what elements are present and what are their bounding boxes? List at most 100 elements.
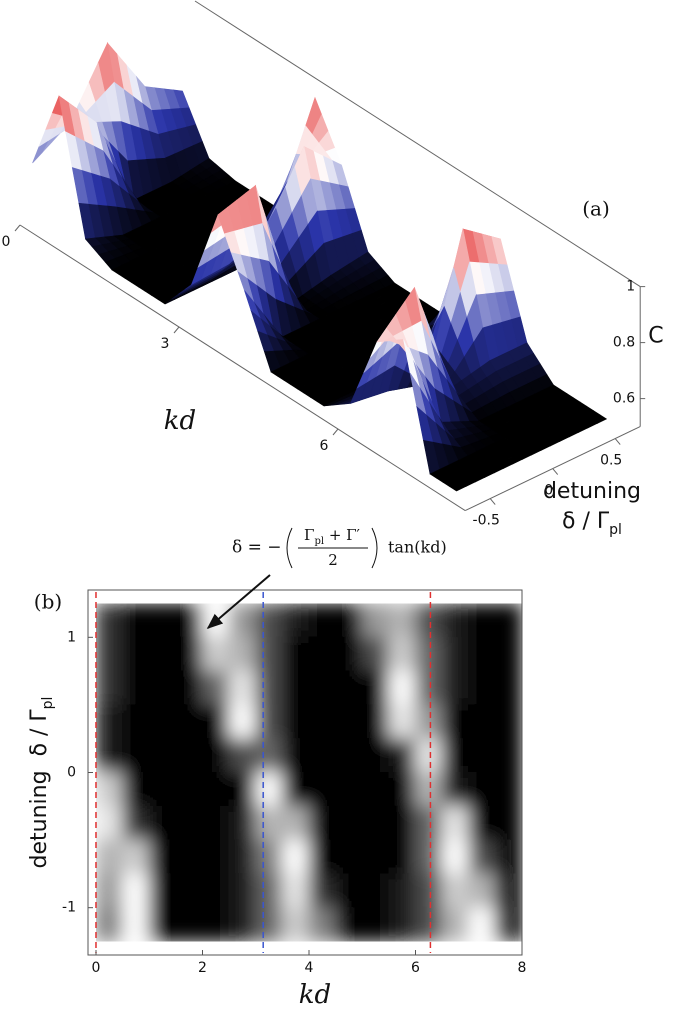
y-tick <box>614 438 621 445</box>
x-tick-label: 0 <box>92 960 101 976</box>
cell <box>414 805 443 841</box>
cell <box>468 636 496 672</box>
cell <box>308 636 337 672</box>
cell <box>468 805 496 841</box>
box-edge <box>194 0 641 288</box>
cell <box>494 805 522 841</box>
cell <box>414 873 443 909</box>
panel-label: (a) <box>582 197 610 221</box>
formula-lhs: δ = − <box>232 538 282 558</box>
cell <box>308 839 337 875</box>
cell <box>175 873 203 909</box>
cell <box>414 772 443 807</box>
cell <box>95 704 124 740</box>
cells-clip <box>95 603 522 942</box>
cell <box>494 907 522 942</box>
cell <box>468 738 496 773</box>
cell <box>255 805 283 841</box>
formula-numerator: Γpl + Γ′ <box>304 526 361 547</box>
cell <box>468 839 496 875</box>
cell <box>308 907 337 942</box>
cell <box>95 839 124 875</box>
cell <box>201 670 230 706</box>
cell <box>95 603 124 638</box>
cell <box>361 805 390 841</box>
cell <box>335 772 363 807</box>
cell <box>255 704 283 740</box>
cell <box>441 603 470 638</box>
x-tick <box>14 224 21 232</box>
cell <box>281 603 310 638</box>
cell <box>441 738 470 773</box>
cell <box>148 772 177 807</box>
cell <box>281 704 310 740</box>
arrow <box>206 574 271 630</box>
cell <box>148 839 177 875</box>
y-tick-label: -1 <box>62 900 76 916</box>
cell <box>308 772 337 807</box>
cell <box>148 805 177 841</box>
cell <box>308 873 337 909</box>
cell <box>494 873 522 909</box>
cell <box>361 839 390 875</box>
cell <box>201 907 230 942</box>
cell <box>361 873 390 909</box>
cell <box>122 738 150 773</box>
cell <box>468 772 496 807</box>
cell <box>228 873 257 909</box>
cell <box>361 636 390 672</box>
cell <box>95 772 124 807</box>
y-axis-label: detuning δ / Γpl <box>27 697 56 869</box>
density-plot: 0 2 4 6 8 -1 0 1 kd detuning δ / Γpl (b) <box>27 589 526 1010</box>
cell <box>308 704 337 740</box>
cell <box>308 603 337 638</box>
cell <box>494 704 522 740</box>
cell <box>494 772 522 807</box>
cell <box>388 873 416 909</box>
cell <box>335 839 363 875</box>
cell <box>361 907 390 942</box>
cell <box>228 636 257 672</box>
panel-label: (b) <box>34 590 62 614</box>
cell <box>201 873 230 909</box>
cell <box>494 839 522 875</box>
cell <box>95 636 124 672</box>
cell <box>468 907 496 942</box>
cell <box>95 873 124 909</box>
y-axis-label-text: detuning δ / Γ <box>27 709 52 869</box>
cell <box>228 772 257 807</box>
y-tick-label: 0.5 <box>600 453 622 469</box>
cell <box>441 704 470 740</box>
cell <box>122 805 150 841</box>
cell <box>255 670 283 706</box>
cell <box>441 907 470 942</box>
cell <box>335 805 363 841</box>
cell <box>148 907 177 942</box>
cell <box>201 738 230 773</box>
cell <box>414 636 443 672</box>
cell <box>122 636 150 672</box>
cell <box>95 805 124 841</box>
y-axis-label-text: δ / Γ <box>562 509 610 534</box>
cell <box>122 873 150 909</box>
y-axis-label-sub: pl <box>609 522 622 538</box>
cell <box>122 603 150 638</box>
cell <box>148 704 177 740</box>
cell <box>361 603 390 638</box>
y-tick <box>552 468 559 475</box>
cell <box>361 704 390 740</box>
cell <box>255 603 283 638</box>
cell <box>281 839 310 875</box>
cell <box>388 670 416 706</box>
paren <box>371 527 378 569</box>
y-tick <box>489 498 496 505</box>
x-tick <box>173 326 180 334</box>
cell <box>175 907 203 942</box>
cell <box>494 636 522 672</box>
cell <box>281 907 310 942</box>
cell <box>281 772 310 807</box>
cell <box>228 738 257 773</box>
cell <box>148 738 177 773</box>
cell <box>255 873 283 909</box>
cell <box>201 805 230 841</box>
